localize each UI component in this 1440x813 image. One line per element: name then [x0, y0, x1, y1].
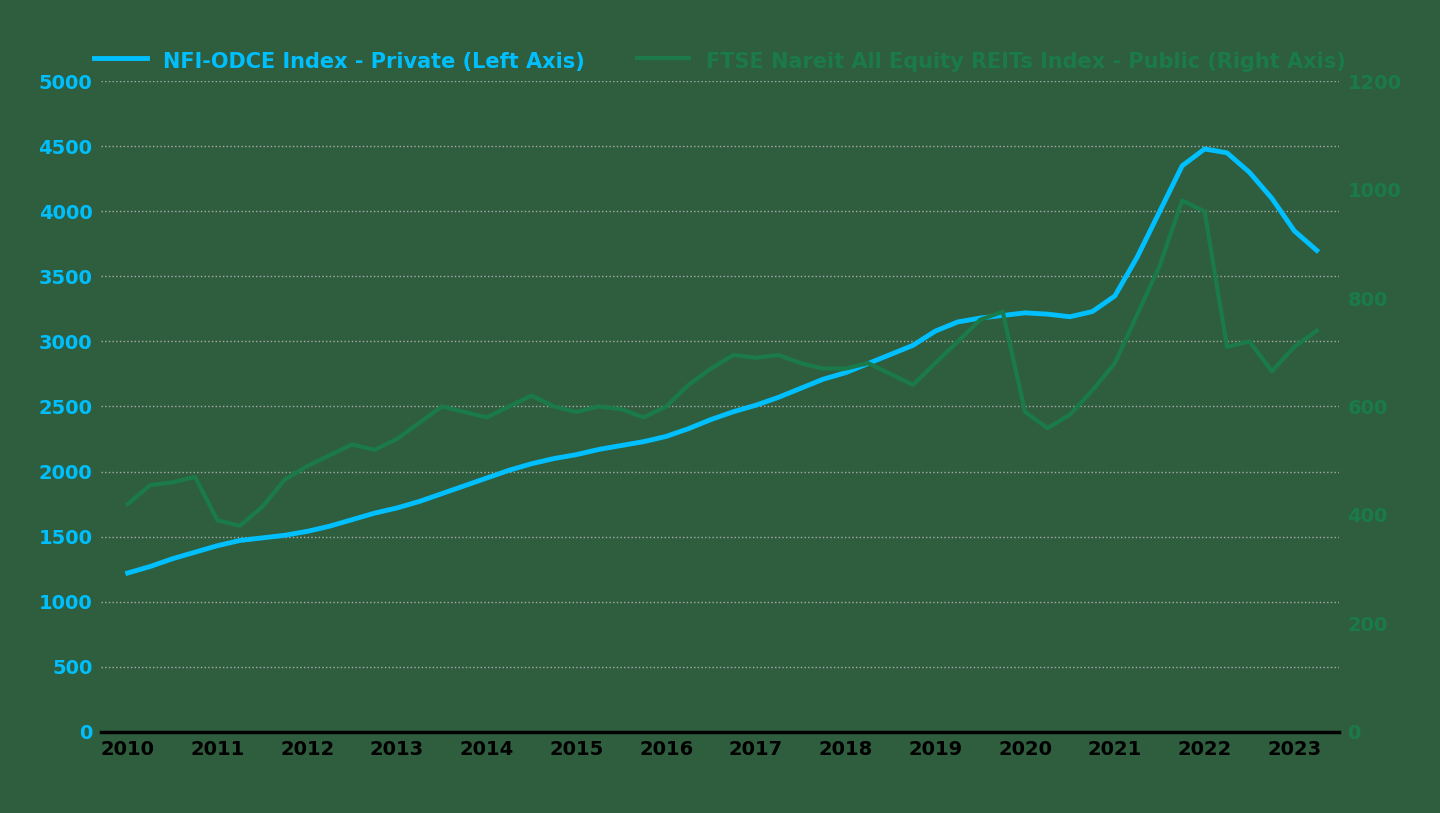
FTSE Nareit All Equity REITs Index - Public (Right Axis) — [120, 499, 137, 509]
NFI-ODCE Index - Private (Left Axis) — [567, 450, 585, 459]
NFI-ODCE Index - Private (Left Axis) — [321, 521, 338, 531]
NFI-ODCE Index - Private (Left Axis) — [1197, 144, 1214, 154]
NFI-ODCE Index - Private (Left Axis) — [770, 393, 788, 402]
NFI-ODCE Index - Private (Left Axis) — [927, 326, 945, 336]
Line: FTSE Nareit All Equity REITs Index - Public (Right Axis): FTSE Nareit All Equity REITs Index - Pub… — [128, 201, 1316, 526]
FTSE Nareit All Equity REITs Index - Public (Right Axis) — [949, 337, 966, 346]
FTSE Nareit All Equity REITs Index - Public (Right Axis) — [792, 359, 809, 368]
NFI-ODCE Index - Private (Left Axis) — [120, 568, 137, 578]
NFI-ODCE Index - Private (Left Axis) — [837, 367, 854, 377]
FTSE Nareit All Equity REITs Index - Public (Right Axis) — [1174, 196, 1191, 206]
Legend: NFI-ODCE Index - Private (Left Axis), FTSE Nareit All Equity REITs Index - Publi: NFI-ODCE Index - Private (Left Axis), FT… — [86, 40, 1354, 82]
Line: NFI-ODCE Index - Private (Left Axis): NFI-ODCE Index - Private (Left Axis) — [128, 149, 1316, 573]
FTSE Nareit All Equity REITs Index - Public (Right Axis) — [860, 359, 877, 368]
FTSE Nareit All Equity REITs Index - Public (Right Axis) — [1308, 326, 1325, 336]
FTSE Nareit All Equity REITs Index - Public (Right Axis) — [343, 440, 360, 450]
FTSE Nareit All Equity REITs Index - Public (Right Axis) — [837, 363, 854, 373]
NFI-ODCE Index - Private (Left Axis) — [815, 374, 832, 384]
NFI-ODCE Index - Private (Left Axis) — [1308, 246, 1325, 255]
FTSE Nareit All Equity REITs Index - Public (Right Axis) — [590, 402, 608, 411]
FTSE Nareit All Equity REITs Index - Public (Right Axis) — [232, 521, 249, 531]
